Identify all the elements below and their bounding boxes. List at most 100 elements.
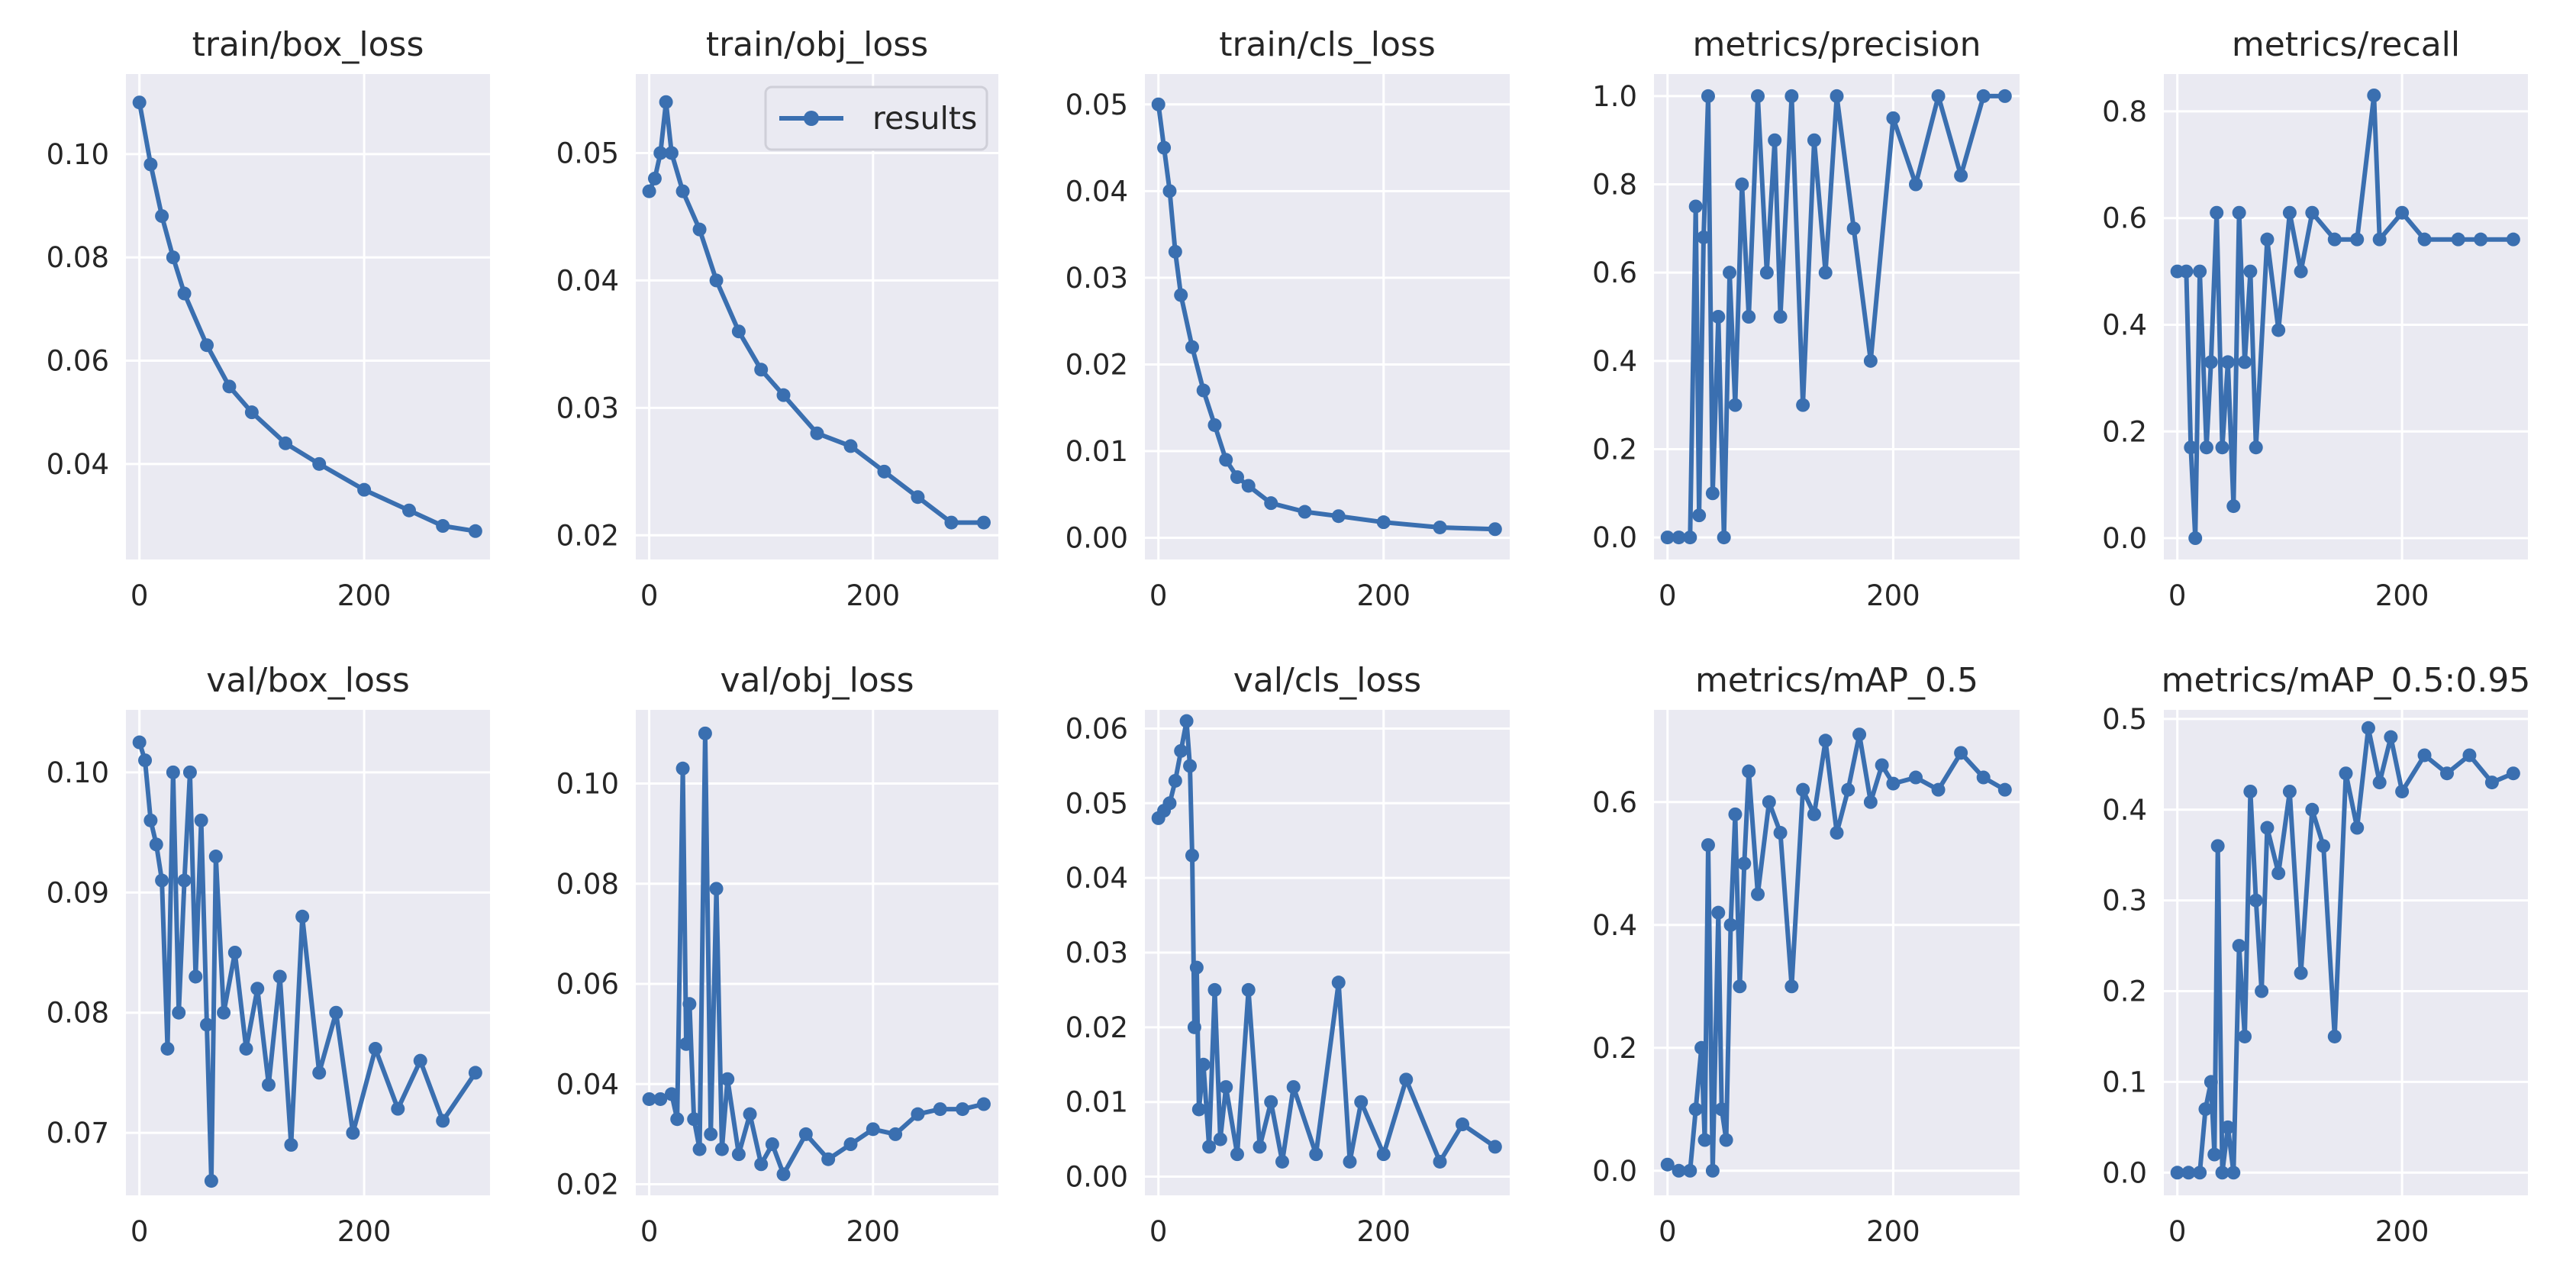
data-point [1886, 776, 1901, 791]
data-point [204, 1174, 218, 1188]
chart-title: train/cls_loss [1219, 25, 1436, 64]
y-tick-label: 0.5 [2102, 703, 2147, 736]
data-point [177, 873, 192, 888]
data-point [704, 1127, 718, 1141]
data-point [2210, 205, 2224, 220]
y-tick-label: 1.0 [1592, 80, 1637, 113]
data-point [1735, 177, 1749, 192]
data-point [1697, 230, 1711, 244]
data-point [1309, 1147, 1323, 1162]
data-point [1931, 89, 1946, 103]
x-tick-label: 0 [2168, 1215, 2187, 1248]
data-point [2372, 232, 2387, 247]
data-point [1488, 522, 1502, 537]
data-point [2271, 866, 2286, 880]
data-point [2271, 323, 2286, 337]
y-tick-label: 0.06 [556, 968, 619, 1001]
data-point [1189, 960, 1204, 975]
legend-label: results [872, 100, 977, 137]
data-point [2179, 264, 2194, 279]
data-point [1773, 826, 1788, 840]
data-point [2282, 205, 2297, 220]
x-tick-label: 0 [1149, 579, 1168, 612]
data-point [1343, 1154, 1357, 1169]
data-point [189, 969, 203, 984]
data-point [642, 1092, 656, 1106]
series-line-results [1665, 732, 2007, 1173]
legend-marker-icon [804, 111, 819, 126]
data-point [1264, 496, 1278, 511]
data-point [436, 519, 450, 534]
data-point [1852, 727, 1867, 742]
chart-panel-9: 0 200 0.0 0.2 0.4 0.6 metrics/mAP_0.5 [1592, 661, 2020, 1248]
data-point [810, 426, 824, 440]
data-point [346, 1126, 360, 1140]
y-tick-label: 0.8 [2102, 95, 2147, 128]
data-point [143, 157, 158, 172]
data-point [2294, 264, 2308, 279]
y-tick-label: 0.04 [1066, 862, 1128, 895]
chart-panel-4: 0 200 0.0 0.2 0.4 0.6 0.8 1.0 metrics/precision [1592, 25, 2020, 612]
data-point [1697, 1133, 1712, 1147]
data-point [743, 1107, 757, 1121]
data-point [1354, 1095, 1369, 1109]
data-point [1179, 714, 1194, 728]
y-tick-label: 0.10 [47, 138, 109, 171]
data-point [877, 464, 891, 479]
y-tick-label: 0.07 [47, 1117, 109, 1150]
data-point [2294, 966, 2308, 980]
data-point [1688, 1102, 1703, 1117]
data-point [714, 1142, 729, 1156]
data-point [329, 1005, 343, 1020]
y-tick-label: 0.01 [1066, 1086, 1128, 1119]
data-point [2181, 1166, 2196, 1180]
data-point [2249, 440, 2263, 455]
chart-title: metrics/mAP_0.5 [1695, 661, 1978, 700]
x-tick-label: 0 [1149, 1215, 1168, 1248]
x-tick-label: 200 [846, 579, 900, 612]
data-point [1433, 1154, 1447, 1169]
chart-title: val/box_loss [206, 661, 410, 700]
data-point [149, 837, 163, 852]
data-point [1207, 982, 1222, 997]
y-tick-label: 0.08 [47, 241, 109, 274]
data-point [1230, 470, 1244, 485]
data-point [1705, 1163, 1720, 1178]
data-point [1331, 509, 1346, 524]
data-point [1264, 1095, 1278, 1109]
data-point [2305, 205, 2320, 220]
data-point [2316, 839, 2331, 853]
data-point [2395, 205, 2410, 220]
data-point [1162, 184, 1177, 198]
data-point [413, 1053, 427, 1068]
data-point [1151, 97, 1165, 111]
y-tick-label: 0.0 [1592, 1155, 1637, 1188]
data-point [2232, 939, 2246, 953]
data-point [261, 1078, 276, 1092]
x-tick-label: 200 [1866, 1215, 1920, 1248]
y-tick-label: 0.06 [47, 345, 109, 378]
y-tick-label: 0.6 [2102, 202, 2147, 235]
data-point [675, 761, 690, 776]
data-point [166, 250, 180, 265]
data-point [1213, 1132, 1227, 1146]
data-point [1841, 782, 1855, 797]
data-point [2193, 1166, 2207, 1180]
data-point [1711, 310, 1726, 324]
data-point [1376, 515, 1391, 530]
chart-title: metrics/precision [1693, 25, 1981, 64]
x-tick-label: 200 [1356, 579, 1411, 612]
chart-title: metrics/recall [2232, 25, 2460, 64]
data-point [1762, 795, 1776, 809]
data-point [182, 765, 197, 779]
data-point [653, 1092, 668, 1106]
x-tick-label: 0 [1659, 1215, 1677, 1248]
data-point [177, 286, 192, 301]
data-point [1728, 398, 1743, 412]
data-point [166, 765, 180, 779]
data-point [1742, 310, 1756, 324]
data-point [2282, 784, 2297, 798]
x-tick-label: 0 [131, 1215, 149, 1248]
data-point [1196, 1057, 1211, 1072]
data-point [692, 222, 707, 237]
